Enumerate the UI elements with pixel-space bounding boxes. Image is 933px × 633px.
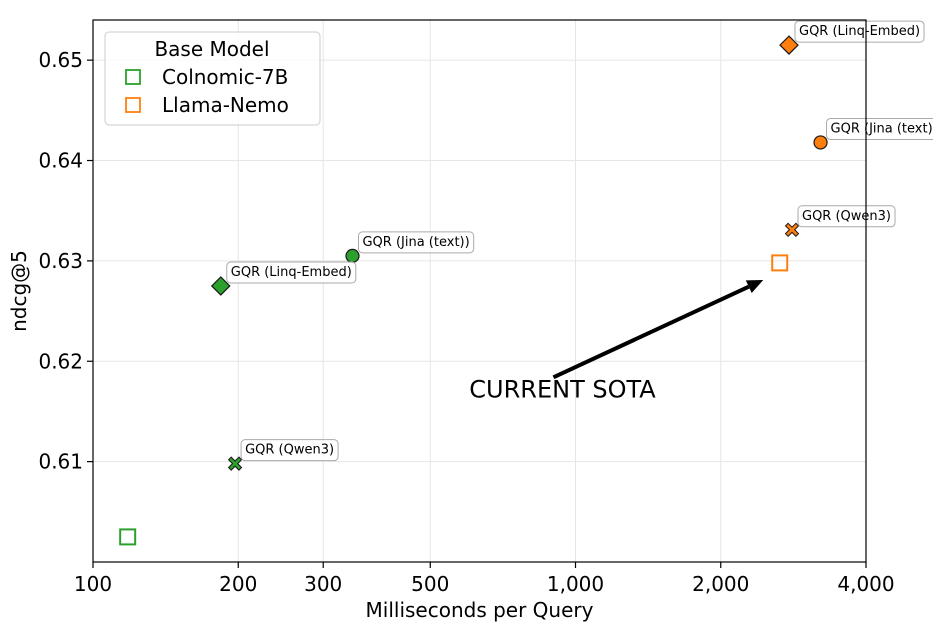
point-label-box bbox=[240, 439, 339, 462]
x-tick-label: 300 bbox=[304, 572, 342, 596]
legend-box bbox=[104, 31, 321, 126]
point-label-text: GQR (Jina (text)) bbox=[362, 235, 469, 250]
x-tick-label: 1,000 bbox=[547, 572, 604, 596]
plot-area-frame bbox=[92, 19, 867, 563]
y-tick-label: 0.65 bbox=[38, 48, 83, 72]
x-tick-label: 500 bbox=[411, 572, 449, 596]
point-label-text: GQR (Jina (text)) bbox=[831, 121, 933, 136]
sota-annotation: CURRENT SOTA bbox=[469, 279, 764, 403]
circle-marker bbox=[813, 135, 828, 150]
point-label-text: GQR (Qwen3) bbox=[802, 209, 891, 224]
point-label: GQR (Jina (text)) bbox=[826, 117, 933, 140]
point-label: GQR (Linq-Embed) bbox=[794, 20, 925, 43]
point-label-text: GQR (Linq-Embed) bbox=[799, 24, 920, 39]
point-label: GQR (Jina (text)) bbox=[357, 231, 475, 254]
y-tick-label: 0.61 bbox=[38, 450, 83, 474]
point-label: GQR (Qwen3) bbox=[797, 205, 896, 228]
legend-entry-label: Colnomic-7B bbox=[162, 65, 288, 89]
point-label-text: GQR (Linq-Embed) bbox=[231, 265, 352, 280]
y-axis-label: ndcg@5 bbox=[7, 250, 31, 332]
x-tick-label: 4,000 bbox=[837, 572, 894, 596]
point-label-text: GQR (Qwen3) bbox=[245, 443, 334, 458]
point-label-box bbox=[226, 261, 357, 284]
x-marker bbox=[227, 456, 243, 471]
point-label-box bbox=[794, 20, 925, 43]
sota-label: CURRENT SOTA bbox=[469, 375, 656, 403]
legend-entry-label: Llama-Nemo bbox=[162, 93, 289, 117]
point-label-box bbox=[357, 231, 475, 254]
legend-title: Base Model bbox=[154, 37, 269, 61]
y-tick-label: 0.63 bbox=[38, 249, 83, 273]
point-label-box bbox=[797, 205, 896, 228]
sota-arrow-head bbox=[745, 279, 764, 294]
legend: Base Model Colnomic-7B Llama-Nemo bbox=[104, 31, 321, 126]
square-marker bbox=[119, 528, 137, 546]
legend-swatch bbox=[125, 97, 141, 113]
sota-arrow-shaft bbox=[552, 284, 750, 380]
point-labels: GQR (Linq-Embed) GQR (Qwen3) GQR (Jina (te… bbox=[226, 20, 933, 462]
y-tick-label: 0.62 bbox=[38, 349, 83, 373]
diamond-marker bbox=[779, 35, 799, 55]
x-tick-label: 100 bbox=[74, 572, 112, 596]
square-marker bbox=[771, 254, 789, 272]
data-points bbox=[119, 35, 828, 546]
point-label: GQR (Qwen3) bbox=[240, 439, 339, 462]
point-label-box bbox=[826, 117, 933, 140]
legend-swatch bbox=[125, 69, 141, 85]
point-label: GQR (Linq-Embed) bbox=[226, 261, 357, 284]
y-tick-label: 0.64 bbox=[38, 149, 83, 173]
x-tick-label: 200 bbox=[219, 572, 257, 596]
x-marker bbox=[784, 222, 800, 237]
x-axis-label: Milliseconds per Query bbox=[366, 598, 594, 622]
circle-marker bbox=[345, 248, 360, 263]
axis-ticks: 100 200 300 500 1,000 2,000 4,000 0.61 0.62 0.63 0… bbox=[38, 48, 894, 596]
x-tick-label: 2,000 bbox=[692, 572, 749, 596]
diamond-marker bbox=[210, 276, 231, 296]
